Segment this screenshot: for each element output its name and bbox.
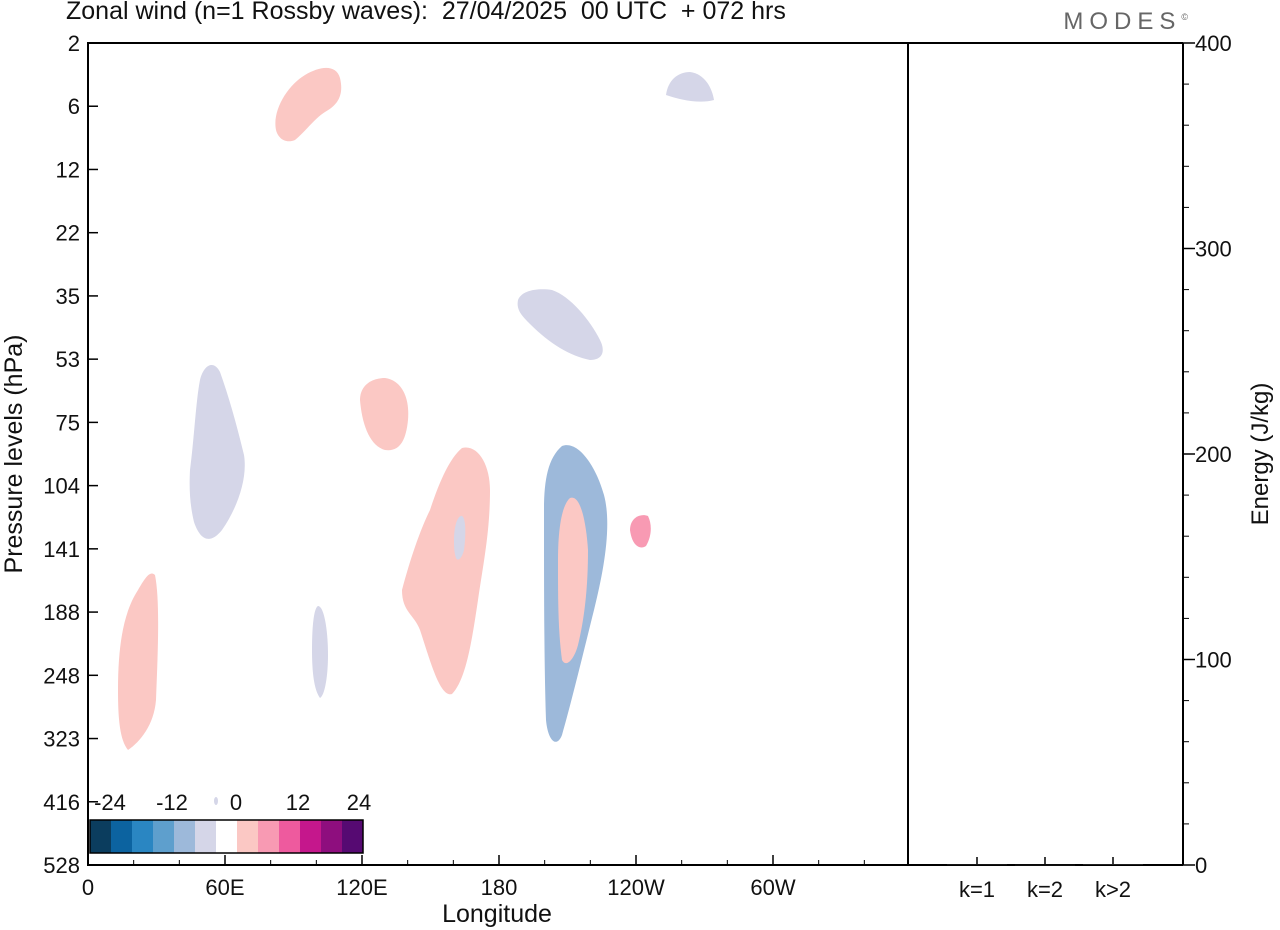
x-axis-label: Longitude bbox=[442, 900, 552, 928]
colorbar-swatch bbox=[237, 820, 258, 853]
energy-tick-label: 200 bbox=[1195, 442, 1232, 467]
colorbar-swatch bbox=[153, 820, 174, 853]
x-tick-label: 60W bbox=[750, 875, 795, 900]
energy-tick-label: 100 bbox=[1195, 648, 1232, 673]
colorbar-swatch bbox=[132, 820, 153, 853]
y-tick-label: 528 bbox=[43, 853, 80, 878]
colorbar-swatch bbox=[90, 820, 111, 853]
colorbar-border bbox=[89, 819, 364, 854]
y-tick-label: 2 bbox=[68, 31, 80, 56]
y-tick-label: 104 bbox=[43, 474, 80, 499]
y-axis-label: Pressure levels (hPa) bbox=[0, 335, 28, 574]
y-tick-label: 75 bbox=[56, 410, 80, 435]
x-tick-label: 120E bbox=[336, 875, 387, 900]
colorbar-swatch bbox=[342, 820, 363, 853]
x-tick-label: 120W bbox=[607, 875, 665, 900]
colorbar-swatch bbox=[258, 820, 279, 853]
x-tick-label: 60E bbox=[205, 875, 244, 900]
modes-logo: MODES© bbox=[1063, 8, 1188, 35]
contour-negative-central bbox=[402, 447, 490, 695]
energy-tick-label: 0 bbox=[1195, 853, 1207, 878]
energy-tick-label: 300 bbox=[1195, 237, 1232, 262]
contour-positive-core bbox=[558, 497, 588, 664]
logo-text: MODES bbox=[1063, 8, 1182, 35]
colorbar-label: 12 bbox=[286, 790, 310, 815]
colorbar-swatch bbox=[279, 820, 300, 853]
contour-negative-core bbox=[454, 515, 466, 560]
colorbar-swatch bbox=[195, 820, 216, 853]
energy-bar bbox=[1015, 864, 1075, 866]
y-tick-label: 35 bbox=[56, 284, 80, 309]
contour-positive-120E bbox=[360, 378, 409, 451]
energy-category-label: k=1 bbox=[959, 877, 995, 902]
y-tick-label: 12 bbox=[56, 157, 80, 182]
y-tick-label: 416 bbox=[43, 790, 80, 815]
contour-positive-upper-left bbox=[275, 67, 342, 142]
contour-layer bbox=[118, 67, 714, 750]
y-tick-label: 53 bbox=[56, 347, 80, 372]
colorbar-swatch bbox=[174, 820, 195, 853]
x-tick-label: 180 bbox=[481, 875, 518, 900]
y-tick-label: 22 bbox=[56, 221, 80, 246]
colorbar-swatch bbox=[321, 820, 342, 853]
y-tick-label: 248 bbox=[43, 663, 80, 688]
contour-negative-upper-right bbox=[666, 72, 714, 102]
x-tick-label: 0 bbox=[82, 875, 94, 900]
contour-negative-small-110E bbox=[312, 606, 328, 698]
colorbar-label: 24 bbox=[347, 790, 371, 815]
energy-category-label: k>2 bbox=[1095, 877, 1131, 902]
energy-category-label: k=2 bbox=[1027, 877, 1063, 902]
colorbar-swatch bbox=[111, 820, 132, 853]
energy-bar bbox=[1083, 864, 1143, 865]
contour-negative-60E bbox=[189, 365, 245, 539]
chart-title: Zonal wind (n=1 Rossby waves): 27/04/202… bbox=[66, 0, 786, 25]
contour-positive-small-right bbox=[630, 515, 651, 548]
colorbar-zero-mark bbox=[214, 797, 218, 805]
y-tick-label: 188 bbox=[43, 600, 80, 625]
colorbar-label: 0 bbox=[230, 790, 242, 815]
y-tick-label: 141 bbox=[43, 537, 80, 562]
contour-negative-upper-mid bbox=[517, 289, 603, 360]
colorbar-label: -12 bbox=[156, 790, 188, 815]
y-tick-label: 6 bbox=[68, 94, 80, 119]
colorbar-swatch bbox=[300, 820, 321, 853]
colorbar-swatch bbox=[216, 820, 237, 853]
colorbar-label: -24 bbox=[94, 790, 126, 815]
energy-tick-label: 400 bbox=[1195, 31, 1232, 56]
energy-bar bbox=[947, 864, 1007, 866]
contour-positive-left-column bbox=[118, 573, 159, 750]
energy-axis-label: Energy (J/kg) bbox=[1247, 383, 1274, 526]
y-tick-label: 323 bbox=[43, 727, 80, 752]
